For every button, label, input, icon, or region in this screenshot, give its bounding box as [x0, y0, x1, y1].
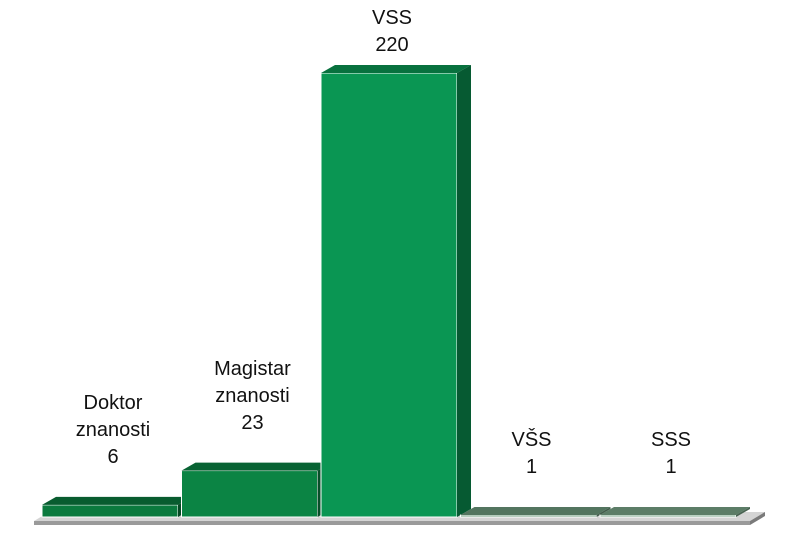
value-label: 23 [241, 411, 264, 434]
data-label: Magistar znanosti 23 [188, 356, 318, 437]
bar-front [460, 514, 597, 518]
data-label: VSS 220 [327, 5, 457, 59]
bar-top [181, 462, 332, 471]
value-label: 1 [525, 455, 538, 478]
category-label: SSS [650, 428, 692, 451]
data-label: VŠS 1 [467, 427, 597, 481]
data-label: SSS 1 [606, 427, 736, 481]
data-label: Doktor znanosti 6 [48, 390, 178, 471]
bar-front [181, 470, 318, 518]
value-label: 220 [375, 34, 409, 56]
category-label: VSS [371, 7, 413, 29]
bar-top [460, 506, 611, 515]
value-label: 6 [107, 445, 119, 468]
bar-top [600, 506, 750, 515]
category-label: Doktor znanosti [75, 391, 151, 441]
floor-side [750, 512, 765, 525]
value-label: 1 [665, 455, 677, 478]
category-label: VŠS [511, 428, 552, 451]
bar-front [320, 72, 458, 518]
bar-side [736, 506, 750, 517]
bar-front [41, 504, 179, 518]
bar-front [599, 514, 737, 518]
bar-top [321, 65, 471, 73]
bar-side [457, 65, 471, 517]
category-label: Magistar znanosti [214, 357, 291, 407]
bar-top [42, 496, 192, 505]
floor-front [34, 521, 750, 525]
